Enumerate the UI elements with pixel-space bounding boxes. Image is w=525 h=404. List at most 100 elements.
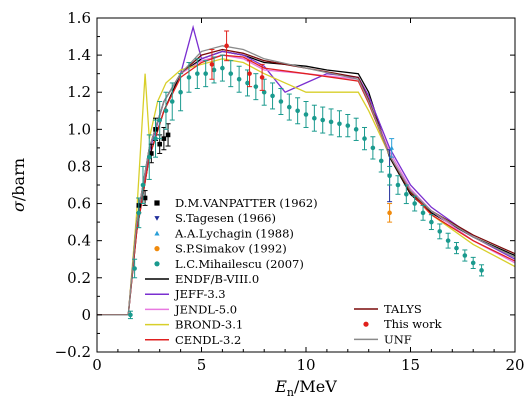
data-point [142,195,148,201]
data-point [136,210,142,216]
data-point [370,145,376,151]
data-point [337,121,342,127]
data-point [178,89,183,95]
data-point [128,312,133,318]
data-point [132,266,137,271]
data-point [157,141,162,147]
legend-item-a-a-lychagin-1988: A.A.Lychagin (1988) [154,226,294,240]
data-point [211,67,217,73]
data-point [209,62,215,67]
data-point [345,123,351,128]
legend-marker-swatch [154,230,160,236]
data-point [404,191,409,197]
data-point [328,119,334,125]
legend-label: JENDL-5.0 [174,302,237,316]
data-point [270,93,275,99]
data-point [278,99,284,104]
legend-marker-swatch [154,246,160,252]
data-point [140,182,146,188]
data-point [470,260,476,266]
series-a-a-lychagin-1988 [389,138,395,158]
data-point [228,71,234,76]
legend-label: A.A.Lychagin (1988) [174,226,294,240]
legend-item-unf: UNF [354,332,412,346]
data-point [479,268,484,273]
legend-item-d-m-vanpatter-1962: D.M.VANPATTER (1962) [154,196,318,210]
data-point [169,99,175,104]
x-tick-label: 10 [296,356,315,374]
y-tick-label: −0.2 [55,343,91,361]
y-tick-label: 1.6 [67,9,91,27]
legend-item-brond-3-1: BROND-3.1 [145,318,243,332]
data-point [445,238,451,243]
legend-label: L.C.Mihailescu (2007) [175,257,304,271]
data-point [149,151,154,156]
data-point [462,253,468,258]
legend-label: JEFF-3.3 [174,287,226,301]
x-tick-label: 0 [92,356,102,374]
curve-unf [97,45,515,316]
data-point [387,173,392,179]
legend-marker-swatch [363,321,369,327]
data-point [253,84,259,89]
data-point [153,136,158,141]
x-axis-label: En/MeV [274,377,337,399]
data-point [186,75,192,80]
legend-label: CENDL-3.2 [175,333,241,347]
data-point [412,201,417,206]
x-tick-label: 15 [401,356,420,374]
curve-jeff-3-3 [97,24,515,316]
legend-item-l-c-mihailescu-2007: L.C.Mihailescu (2007) [154,257,304,271]
data-point [163,108,169,114]
data-point [286,104,292,110]
data-point [161,136,167,141]
data-point [203,71,208,76]
legend-label: BROND-3.1 [175,318,243,332]
series-s-p-simakov-1992 [387,203,393,223]
series-this-work [209,30,265,91]
data-point [220,65,225,71]
legend-label: This work [384,317,443,331]
legend-label: TALYS [384,302,422,316]
data-point [378,158,384,164]
y-tick-label: 0.2 [67,269,91,287]
data-point [437,229,443,234]
legend-item-s-p-simakov-1992: S.P.Simakov (1992) [154,242,287,256]
data-point [312,115,317,121]
data-point [429,219,434,225]
axes-layer: 0 5 10 15 20−0.200.20.40.60.81.01.21.41.6En/… [9,9,525,399]
data-point [195,71,200,76]
data-point [387,210,392,216]
legend-label: S.P.Simakov (1992) [175,242,287,256]
data-point [245,80,250,86]
legend-marker-swatch [154,200,160,206]
data-point [320,117,326,123]
data-point [295,108,300,114]
legend-label: D.M.VANPATTER (1962) [175,196,318,210]
data-point [224,43,229,49]
data-point [454,245,459,251]
legend-item-jeff-3-3: JEFF-3.3 [145,287,226,301]
data-point [157,117,162,123]
x-tick-label: 5 [197,356,207,374]
data-point [259,75,265,80]
data-point [247,71,252,76]
legend-marker-swatch [154,261,160,267]
legend-item-s-tagesen-1966: S.Tagesen (1966) [154,211,276,225]
series-l-c-mihailescu-2007 [127,54,485,320]
data-point [362,136,367,141]
curve-talys [97,48,515,316]
curve-cendl-3-2 [97,54,515,316]
data-point [165,132,171,138]
y-tick-label: 1.0 [67,120,91,138]
legend-label: S.Tagesen (1966) [175,211,276,225]
y-tick-label: 0 [81,306,91,324]
data-point [261,89,267,95]
legend-item-endf-b-viii-0: ENDF/B-VIII.0 [145,272,259,286]
legend-item-this-work: This work [363,317,443,331]
y-tick-label: 0.4 [67,232,91,250]
data-point [389,145,394,150]
y-tick-label: 0.6 [67,195,91,213]
legend-item-talys: TALYS [354,302,422,316]
